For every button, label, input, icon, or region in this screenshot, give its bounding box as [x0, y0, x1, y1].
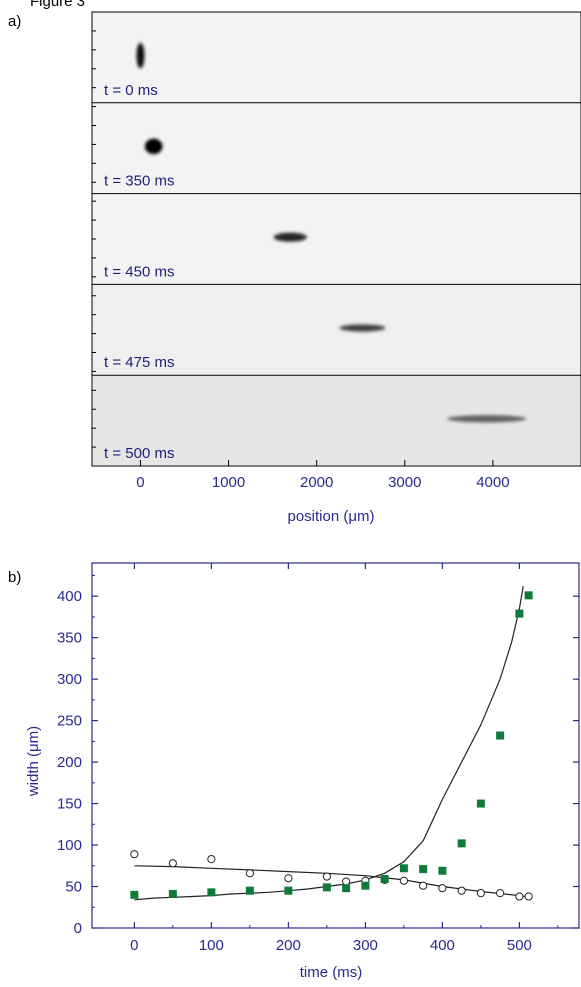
open-circle-point	[245, 869, 254, 878]
panel-b-label: b)	[8, 569, 21, 586]
figure-caption-fragment: Figure 3	[30, 0, 85, 10]
fit-curve-1	[134, 865, 531, 898]
square-point	[419, 865, 428, 874]
y-tick-label: 350	[57, 630, 82, 647]
panel-a-label: a)	[8, 13, 21, 30]
atom-cloud	[273, 232, 307, 242]
open-circle-point	[207, 855, 216, 864]
frame-time-label: t = 0 ms	[104, 82, 158, 99]
square-point	[399, 864, 408, 873]
open-circle-point	[168, 859, 177, 868]
atom-cloud	[447, 415, 527, 423]
x-tick-label: 500	[507, 937, 532, 954]
x-tick-label: 0	[136, 474, 144, 491]
square-point	[476, 799, 485, 808]
frame-1: t = 350 ms	[104, 138, 174, 190]
y-tick-label: 250	[57, 713, 82, 730]
frame-4: t = 500 ms	[93, 376, 580, 465]
y-tick-label: 50	[65, 879, 82, 896]
y-tick-label: 200	[57, 754, 82, 771]
frame-0: t = 0 ms	[104, 42, 158, 99]
open-circle-point	[130, 850, 139, 859]
open-circle-point	[515, 892, 524, 901]
open-circle-point	[419, 881, 428, 890]
atom-cloud	[136, 42, 145, 69]
frame-time-label: t = 500 ms	[104, 445, 174, 462]
x-tick-label: 100	[199, 937, 224, 954]
x-tick-label: 3000	[388, 474, 421, 491]
y-tick-label: 400	[57, 588, 82, 605]
square-point	[168, 889, 177, 898]
y-tick-label: 0	[74, 920, 82, 937]
square-point	[342, 884, 351, 893]
open-circle-point	[284, 874, 293, 883]
open-circle-point	[457, 886, 466, 895]
x-tick-label: 1000	[212, 474, 245, 491]
panel-b-plot: 0 100 200 300 400 500 0 50 100 150 200 250 300 350 400	[57, 562, 580, 954]
square-point	[284, 886, 293, 895]
panel-a-image-strip: t = 0 ms t = 350 ms t = 450 ms t = 475 ms t …	[91, 11, 581, 467]
y-tick-label: 150	[57, 796, 82, 813]
open-circle-point	[342, 877, 351, 886]
x-tick-label: 0	[130, 937, 138, 954]
open-circle-point	[524, 892, 533, 901]
frame-2: t = 450 ms	[104, 232, 307, 280]
square-point	[130, 890, 139, 899]
plot-frame	[91, 562, 580, 929]
frame-time-label: t = 450 ms	[104, 263, 174, 280]
x-tick-label: 300	[353, 937, 378, 954]
square-point	[457, 839, 466, 848]
square-point	[515, 609, 524, 618]
x-tick-label: 200	[276, 937, 301, 954]
square-point	[380, 875, 389, 884]
frame-time-label: t = 475 ms	[104, 354, 174, 371]
square-point	[496, 731, 505, 740]
fit-curve-0	[134, 586, 524, 901]
square-point	[322, 883, 331, 892]
x-tick-label: 400	[430, 937, 455, 954]
panel-a-x-axis-label: position (μm)	[288, 508, 375, 525]
frame-3: t = 475 ms	[93, 285, 580, 375]
x-tick-label: 2000	[300, 474, 333, 491]
open-circle-point	[399, 876, 408, 885]
panel-b-x-axis-label: time (ms)	[300, 964, 363, 981]
frame-time-label: t = 350 ms	[104, 173, 174, 190]
x-tick-label: 4000	[476, 474, 509, 491]
square-point	[438, 866, 447, 875]
frame-background	[93, 285, 580, 375]
y-tick-label: 300	[57, 671, 82, 688]
square-point	[361, 881, 370, 890]
panel-b-y-axis-label: width (μm)	[25, 726, 42, 797]
atom-cloud	[339, 324, 386, 332]
open-circle-point	[476, 889, 485, 898]
atom-cloud	[144, 138, 163, 155]
open-circle-point	[322, 872, 331, 881]
open-circle-point	[438, 884, 447, 893]
y-tick-label: 100	[57, 837, 82, 854]
open-circle-point	[496, 889, 505, 898]
square-point	[207, 888, 216, 897]
square-point	[524, 591, 533, 600]
panel-a-x-axis: 0 1000 2000 3000 4000	[92, 11, 510, 491]
square-point	[245, 886, 254, 895]
